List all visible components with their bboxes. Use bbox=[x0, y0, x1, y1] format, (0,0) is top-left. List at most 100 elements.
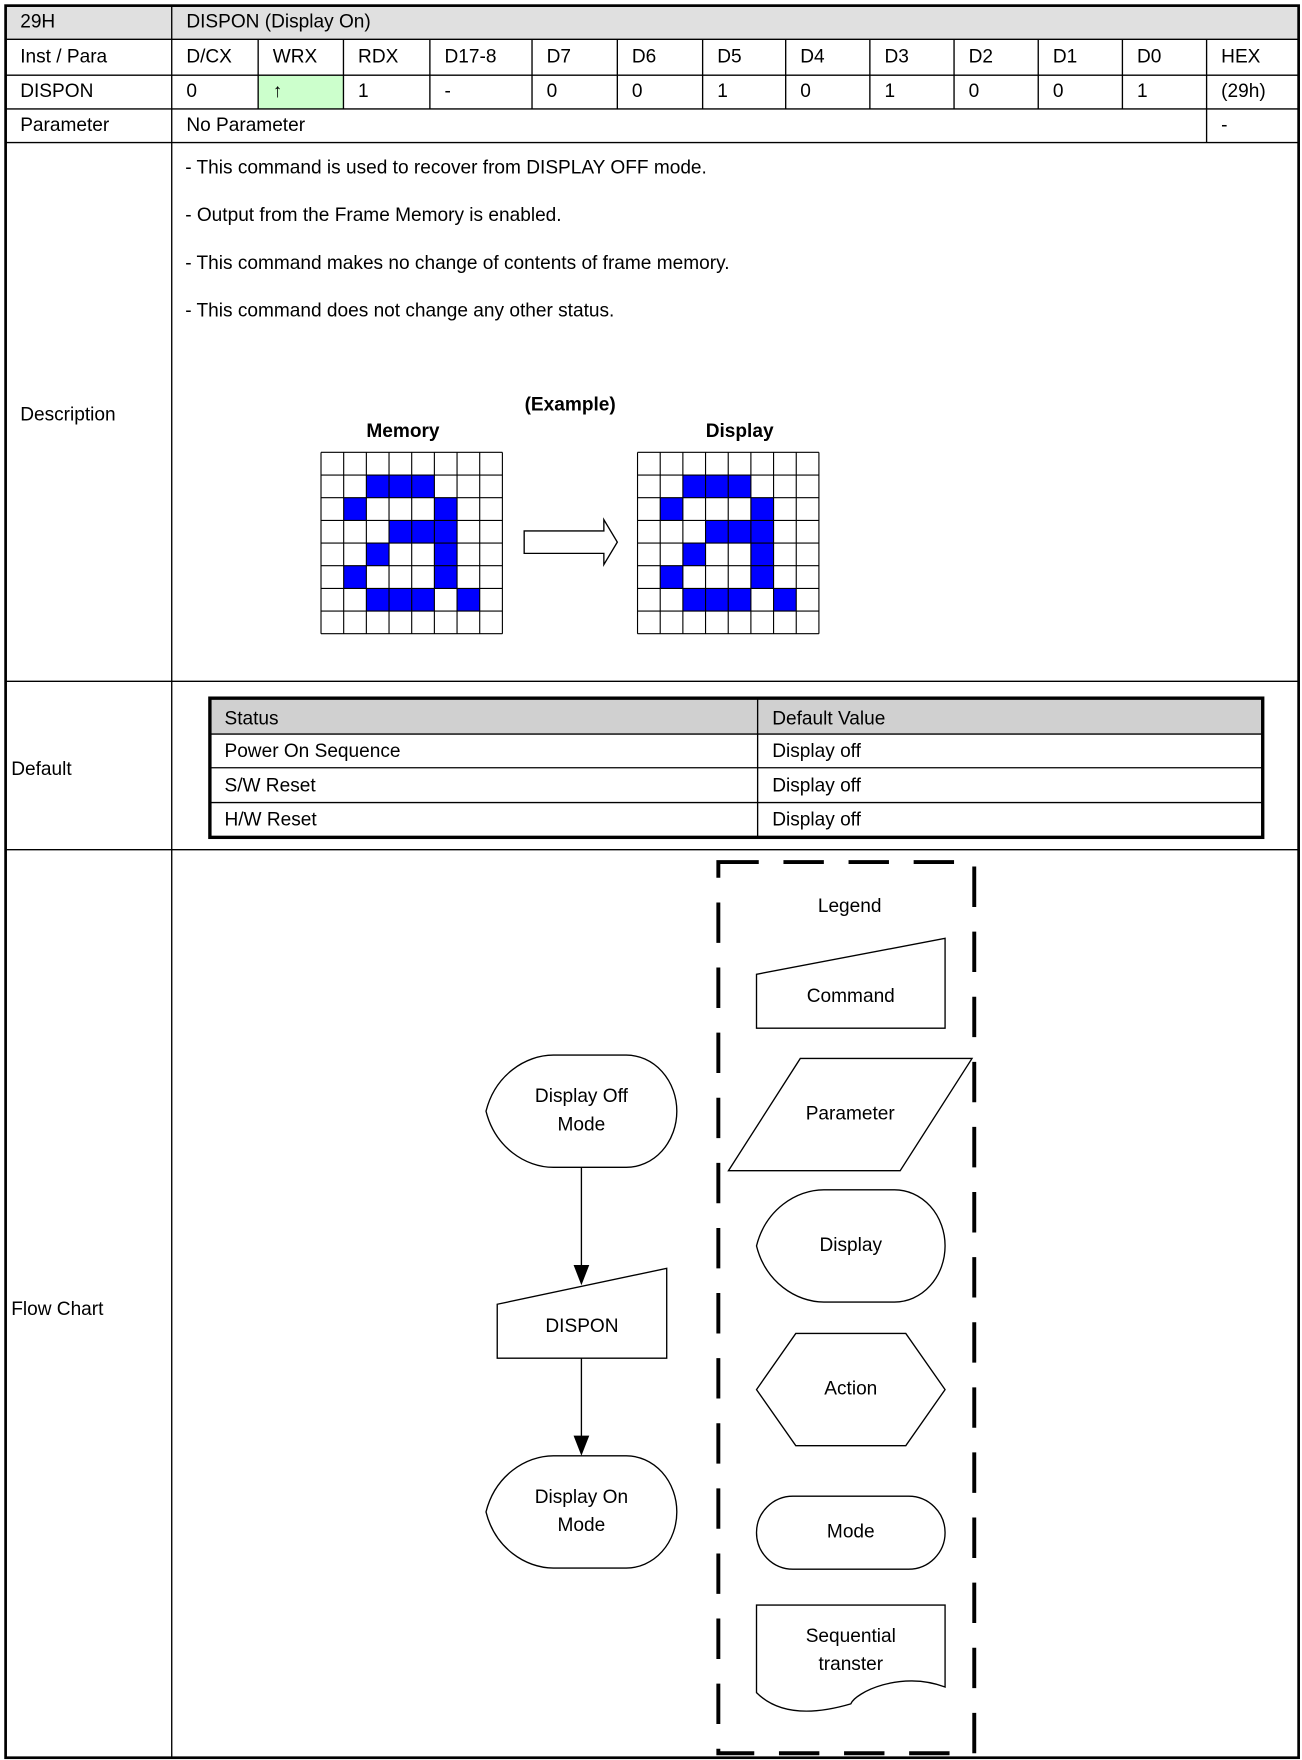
column-header: Inst / Para bbox=[20, 46, 107, 67]
pixel-on bbox=[434, 497, 458, 521]
column-header: D/CX bbox=[186, 46, 232, 67]
flow-chart-label: Flow Chart bbox=[11, 1299, 104, 1320]
pixel-on bbox=[750, 520, 774, 544]
description-label: Description bbox=[20, 404, 115, 425]
legend-item: Command bbox=[807, 986, 895, 1007]
column-header: RDX bbox=[358, 46, 399, 67]
column-header: WRX bbox=[273, 46, 318, 67]
pixel-on bbox=[660, 565, 683, 589]
default-cell: Power On Sequence bbox=[224, 741, 400, 762]
pixel-on bbox=[411, 475, 435, 498]
pixel-on bbox=[682, 475, 706, 498]
command-cell: 1 bbox=[1137, 81, 1148, 102]
pixel-on bbox=[705, 588, 729, 612]
description-line: - This command makes no change of conten… bbox=[185, 253, 729, 274]
command-cell: 1 bbox=[884, 81, 895, 102]
flow-node-shape bbox=[496, 1267, 668, 1359]
default-label: Default bbox=[11, 759, 72, 780]
pixel-on bbox=[750, 543, 774, 566]
pixel-on bbox=[389, 588, 412, 612]
display-label: Display bbox=[706, 421, 774, 442]
parameter-hex: - bbox=[1221, 115, 1227, 136]
column-header: D17-8 bbox=[444, 46, 496, 67]
legend-item-shape bbox=[755, 1332, 946, 1447]
pixel-on bbox=[366, 475, 390, 498]
legend-box bbox=[716, 860, 977, 1756]
wrx-highlight bbox=[258, 75, 344, 109]
pixel-on bbox=[728, 475, 751, 498]
column-header: D6 bbox=[632, 46, 656, 67]
pixel-on bbox=[343, 565, 367, 589]
pixel-on bbox=[366, 543, 390, 566]
legend-item-shape bbox=[727, 1057, 974, 1172]
flow-node-shape bbox=[485, 1054, 678, 1169]
legend-item: Parameter bbox=[806, 1104, 896, 1125]
command-cell: - bbox=[444, 81, 450, 102]
command-cell: 1 bbox=[358, 81, 369, 102]
header-code: 29H bbox=[20, 12, 55, 33]
pixel-on bbox=[773, 588, 797, 612]
legend-item-shape bbox=[755, 937, 946, 1029]
flow-node: Display On bbox=[535, 1487, 628, 1508]
command-cell: 0 bbox=[186, 81, 197, 102]
arrow-head bbox=[573, 1264, 590, 1286]
column-header: D7 bbox=[547, 46, 571, 67]
transition-arrow bbox=[523, 517, 619, 568]
command-cell: ↑ bbox=[273, 81, 283, 102]
example-title: (Example) bbox=[525, 394, 616, 415]
pixel-on bbox=[343, 497, 367, 521]
pixel-on bbox=[411, 588, 435, 612]
description-line: - Output from the Frame Memory is enable… bbox=[185, 205, 561, 226]
header-title: DISPON (Display On) bbox=[186, 12, 370, 33]
pixel-on bbox=[366, 588, 390, 612]
table-border bbox=[4, 4, 1300, 1760]
legend-item: Sequential bbox=[806, 1626, 896, 1647]
legend-item-shape bbox=[755, 1189, 946, 1303]
legend-title: Legend bbox=[818, 896, 882, 917]
default-cell: S/W Reset bbox=[224, 775, 316, 796]
command-cell: 0 bbox=[632, 81, 643, 102]
parameter-value: No Parameter bbox=[186, 115, 305, 136]
command-cell: 0 bbox=[800, 81, 811, 102]
pixel-on bbox=[705, 475, 729, 498]
pixel-on bbox=[434, 543, 458, 566]
legend-item: transter bbox=[818, 1654, 883, 1675]
pixel-on bbox=[389, 475, 412, 498]
description-line: - This command is used to recover from D… bbox=[185, 157, 707, 178]
command-cell: 1 bbox=[717, 81, 728, 102]
arrow-head bbox=[573, 1435, 590, 1456]
pixel-on bbox=[682, 543, 706, 566]
default-head-bg bbox=[209, 698, 1263, 735]
flow-node: DISPON bbox=[545, 1316, 618, 1337]
pixel-on bbox=[457, 588, 480, 612]
description-line: - This command does not change any other… bbox=[185, 301, 614, 322]
header-bg bbox=[5, 5, 1299, 40]
command-cell: 0 bbox=[969, 81, 980, 102]
legend-item-shape bbox=[755, 1604, 946, 1712]
command-cell: 0 bbox=[1053, 81, 1064, 102]
column-header: D1 bbox=[1053, 46, 1077, 67]
legend-item: Display bbox=[820, 1235, 883, 1256]
pixel-on bbox=[660, 497, 683, 521]
default-cell: Display off bbox=[772, 810, 861, 831]
default-cell: H/W Reset bbox=[224, 810, 317, 831]
default-cell: Display off bbox=[772, 741, 861, 762]
command-cell: DISPON bbox=[20, 81, 93, 102]
column-header: HEX bbox=[1221, 46, 1261, 67]
pixel-on bbox=[434, 565, 458, 589]
parameter-label: Parameter bbox=[20, 115, 110, 136]
column-header: D4 bbox=[800, 46, 825, 67]
column-header: D3 bbox=[884, 46, 908, 67]
command-cell: (29h) bbox=[1221, 81, 1266, 102]
pixel-on bbox=[434, 520, 458, 544]
flow-node: Display Off bbox=[535, 1086, 629, 1107]
legend-item: Mode bbox=[827, 1522, 875, 1543]
default-header: Status bbox=[224, 709, 278, 730]
legend-item: Action bbox=[824, 1379, 877, 1400]
default-header: Default Value bbox=[772, 709, 885, 730]
pixel-on bbox=[728, 588, 751, 612]
flow-node-shape bbox=[485, 1455, 678, 1569]
pixel-on bbox=[682, 588, 706, 612]
pixel-on bbox=[705, 520, 729, 544]
